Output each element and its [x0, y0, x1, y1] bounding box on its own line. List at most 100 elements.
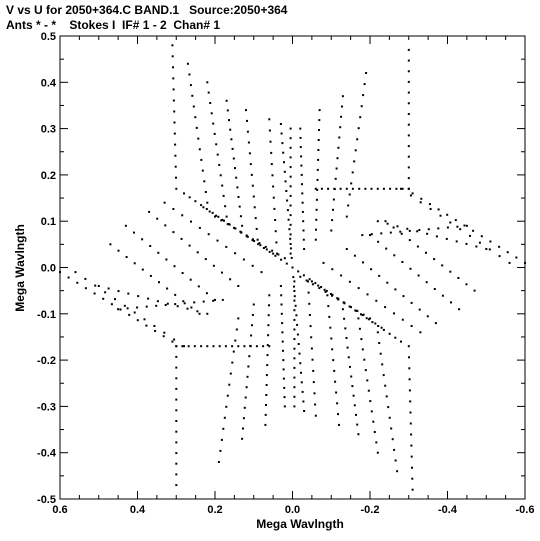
x-tick-label: 0.0: [285, 504, 300, 516]
uv-point: [329, 326, 332, 329]
uv-point: [221, 184, 224, 187]
uv-point: [488, 248, 491, 251]
uv-point: [183, 345, 185, 348]
uv-point: [258, 242, 261, 245]
uv-point: [243, 345, 246, 348]
uv-point: [407, 177, 410, 180]
x-tick-label: 0.4: [130, 504, 146, 516]
uv-point: [300, 155, 303, 158]
uv-point: [284, 180, 287, 183]
uv-point: [307, 280, 309, 283]
uv-point: [274, 219, 277, 221]
uv-point: [409, 400, 412, 403]
uv-point: [394, 336, 397, 339]
uv-point: [317, 149, 320, 151]
uv-point: [203, 180, 206, 183]
uv-point: [283, 257, 286, 260]
uv-point: [329, 293, 332, 295]
uv-point: [341, 308, 344, 311]
uv-point: [351, 171, 354, 174]
uv-point: [331, 268, 334, 271]
uv-point: [348, 305, 351, 308]
uv-point: [377, 240, 380, 243]
uv-point: [235, 176, 238, 179]
uv-point: [252, 303, 255, 306]
uv-point: [315, 228, 317, 231]
uv-point: [212, 345, 215, 348]
uv-point: [393, 312, 395, 315]
uv-point: [349, 365, 351, 368]
uv-point: [332, 359, 335, 362]
uv-point: [281, 340, 284, 343]
uv-point: [196, 310, 199, 313]
uv-point: [210, 112, 213, 115]
uv-point: [301, 210, 304, 213]
uv-point: [364, 369, 367, 372]
uv-point: [249, 163, 252, 166]
uv-point: [336, 297, 339, 300]
uv-point: [351, 187, 354, 190]
uv-point: [264, 413, 267, 416]
uv-point: [126, 307, 129, 310]
uv-point: [97, 285, 100, 287]
uv-point: [279, 285, 282, 287]
uv-point: [446, 226, 449, 229]
uv-point: [136, 306, 139, 309]
uv-point: [204, 258, 207, 261]
uv-point: [317, 158, 320, 161]
uv-point: [110, 303, 113, 306]
uv-point: [339, 187, 342, 190]
uv-point: [498, 245, 501, 248]
uv-point: [303, 248, 306, 250]
uv-point: [238, 205, 241, 208]
uv-point: [289, 243, 292, 245]
uv-point: [475, 245, 478, 248]
uv-point: [339, 126, 342, 129]
uv-point: [310, 336, 313, 339]
uv-point: [515, 256, 518, 259]
uv-point: [330, 337, 333, 340]
uv-point: [172, 208, 175, 210]
uv-point: [300, 371, 302, 374]
uv-point: [141, 238, 144, 241]
uv-point: [299, 146, 302, 149]
uv-point: [191, 94, 194, 97]
uv-point: [408, 356, 410, 359]
uv-point: [293, 328, 296, 331]
uv-point: [206, 81, 209, 84]
uv-point: [336, 402, 339, 405]
uv-point: [418, 229, 421, 231]
uv-point: [289, 233, 292, 236]
uv-point: [366, 293, 369, 296]
uv-point: [154, 329, 157, 332]
uv-point: [225, 245, 228, 248]
uv-point: [382, 374, 385, 377]
uv-point: [125, 256, 128, 258]
uv-point: [175, 176, 177, 179]
uv-point: [183, 302, 186, 305]
y-tick-labels: -0.5 -0.4 -0.3 -0.2 -0.1 0.0 0.1 0.2 0.3 0.4 0.5: [37, 31, 57, 506]
uv-point: [74, 271, 77, 274]
uv-point: [268, 250, 271, 253]
uv-point: [356, 423, 359, 426]
uv-point: [76, 281, 79, 284]
x-tick-label: 0.2: [207, 504, 222, 516]
uv-points: [59, 44, 526, 491]
uv-point: [223, 416, 226, 419]
uv-point: [193, 345, 196, 348]
uv-point: [410, 325, 413, 327]
uv-point: [286, 199, 289, 202]
uv-point: [162, 335, 165, 338]
uv-point: [124, 224, 127, 227]
uv-point: [449, 221, 452, 224]
x-tick-label: -0.6: [516, 504, 535, 516]
uv-point: [433, 258, 436, 261]
uv-point: [280, 132, 283, 135]
uv-point: [215, 143, 218, 146]
uv-point: [136, 319, 139, 322]
uv-point: [244, 396, 247, 399]
uv-point: [253, 240, 256, 242]
uv-point: [360, 313, 362, 316]
uv-point: [338, 136, 341, 139]
uv-point: [375, 299, 378, 302]
